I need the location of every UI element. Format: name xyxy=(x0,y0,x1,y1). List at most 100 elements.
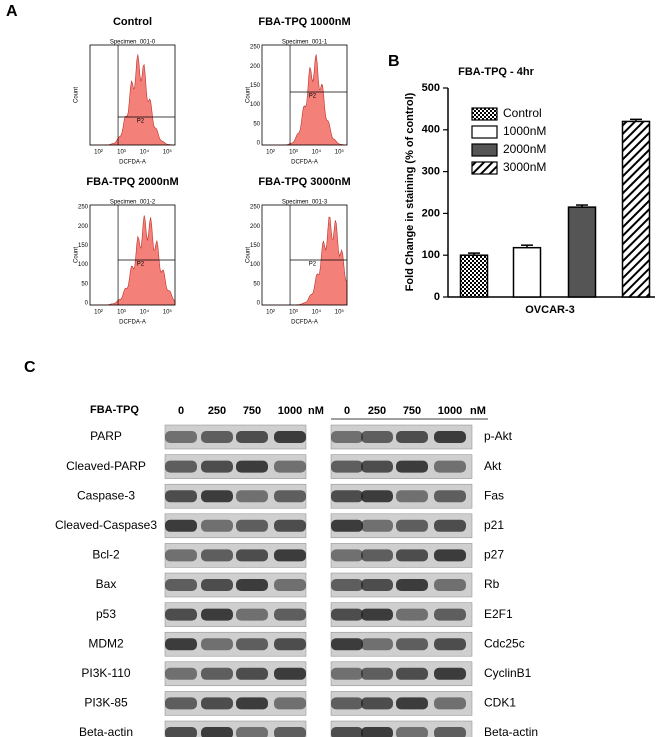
unit-label: nM xyxy=(470,405,486,417)
x-tick-label: 10⁵ xyxy=(335,309,345,316)
blot-band xyxy=(165,579,197,591)
y-axis-label: Fold Change in staining (% of control) xyxy=(404,92,416,291)
blot-band xyxy=(236,549,268,562)
blot-band xyxy=(331,431,363,443)
legend-swatch xyxy=(471,143,498,157)
blot-band xyxy=(236,667,268,680)
gate-label: P2 xyxy=(309,262,317,268)
blot-label: PI3K-85 xyxy=(84,696,128,710)
panel-letter: C xyxy=(24,359,36,376)
blot-band xyxy=(434,431,466,443)
blot-band xyxy=(396,519,428,532)
blot-band xyxy=(274,667,306,680)
x-tick-label: 10² xyxy=(94,310,103,316)
dose-label: 0 xyxy=(344,405,350,417)
blot-label: p27 xyxy=(484,548,504,562)
error-bar xyxy=(468,252,480,256)
blot-band xyxy=(274,638,306,651)
blot-band xyxy=(331,549,363,562)
plot-title: Control xyxy=(113,16,152,28)
gate-label: P2 xyxy=(137,262,145,268)
blot-band xyxy=(361,431,393,443)
blot-label: PARP xyxy=(90,429,122,443)
x-tick-label: 10³ xyxy=(117,310,126,316)
y-tick-label: 300 xyxy=(422,166,440,178)
blot-band xyxy=(396,667,428,680)
histogram xyxy=(262,54,348,146)
x-axis-label: DCFDA-A xyxy=(119,320,146,326)
y-tick-label: 200 xyxy=(422,207,440,219)
treatment-label: FBA-TPQ xyxy=(90,404,139,416)
blot-band xyxy=(274,460,306,473)
blot-label: CyclinB1 xyxy=(484,666,532,680)
blot-band xyxy=(331,579,363,591)
blot-label: p-Akt xyxy=(484,429,513,443)
blot-band xyxy=(434,727,466,737)
y-tick-label: 0 xyxy=(257,141,261,147)
y-tick-label: 0 xyxy=(257,301,261,307)
x-axis-label: OVCAR-3 xyxy=(525,304,575,316)
y-tick-label: 200 xyxy=(250,64,261,70)
panel-letter: B xyxy=(388,53,400,70)
plot-frame xyxy=(261,44,348,146)
blot-band xyxy=(201,697,233,710)
blot-label: PI3K-110 xyxy=(81,666,130,680)
blot-band xyxy=(331,460,363,473)
dose-label: 1000 xyxy=(438,405,462,417)
x-tick-label: 10⁴ xyxy=(312,309,322,316)
dose-label: 0 xyxy=(178,405,184,417)
blot-band xyxy=(434,490,466,503)
y-tick-label: 100 xyxy=(250,262,261,268)
blot-band xyxy=(331,519,363,532)
blot-band xyxy=(434,549,466,562)
blot-label: CDK1 xyxy=(484,696,516,710)
blot-band xyxy=(331,638,363,651)
x-tick-label: 10⁴ xyxy=(140,149,150,156)
x-tick-label: 10⁴ xyxy=(140,309,150,316)
blot-band xyxy=(165,608,197,621)
blot-band xyxy=(201,638,233,651)
bar xyxy=(459,254,489,298)
blot-label: Cleaved-PARP xyxy=(66,459,146,473)
blot-band xyxy=(434,697,466,710)
blot-band xyxy=(236,431,268,443)
blot-band xyxy=(434,638,466,651)
blot-band xyxy=(274,549,306,562)
y-tick-label: 150 xyxy=(250,83,261,89)
blot-band xyxy=(236,697,268,710)
histogram xyxy=(90,54,176,146)
blot-band xyxy=(274,431,306,443)
blot-band xyxy=(361,490,393,503)
blot-band xyxy=(434,460,466,473)
legend-label: Control xyxy=(503,106,542,120)
blot-band xyxy=(201,549,233,562)
y-tick-label: 200 xyxy=(250,224,261,230)
x-tick-label: 10³ xyxy=(289,150,298,156)
blot-band xyxy=(274,579,306,591)
gate-label: P2 xyxy=(137,119,145,125)
bar xyxy=(512,246,542,298)
blot-band xyxy=(396,608,428,621)
y-tick-label: 50 xyxy=(81,281,88,287)
y-axis-label: Count xyxy=(74,247,80,263)
blot-band xyxy=(396,579,428,591)
y-tick-label: 0 xyxy=(85,301,89,307)
specimen-label: Specimen_001-0 xyxy=(110,40,156,46)
blot-label: p53 xyxy=(96,607,116,621)
blot-band xyxy=(165,519,197,532)
y-tick-label: 100 xyxy=(422,249,440,261)
blot-band xyxy=(361,638,393,651)
specimen-label: Specimen_001-1 xyxy=(282,40,328,46)
blot-label: Cleaved-Caspase3 xyxy=(55,518,157,532)
blot-band xyxy=(361,549,393,562)
blot-band xyxy=(361,579,393,591)
plot-title: FBA-TPQ 1000nM xyxy=(258,16,350,28)
x-tick-label: 10³ xyxy=(289,310,298,316)
blot-band xyxy=(201,579,233,591)
legend-label: 2000nM xyxy=(503,142,546,156)
specimen-label: Specimen_001-2 xyxy=(110,200,156,206)
blot-label: Caspase-3 xyxy=(77,488,135,502)
y-tick-label: 50 xyxy=(253,121,260,127)
blot-band xyxy=(331,608,363,621)
